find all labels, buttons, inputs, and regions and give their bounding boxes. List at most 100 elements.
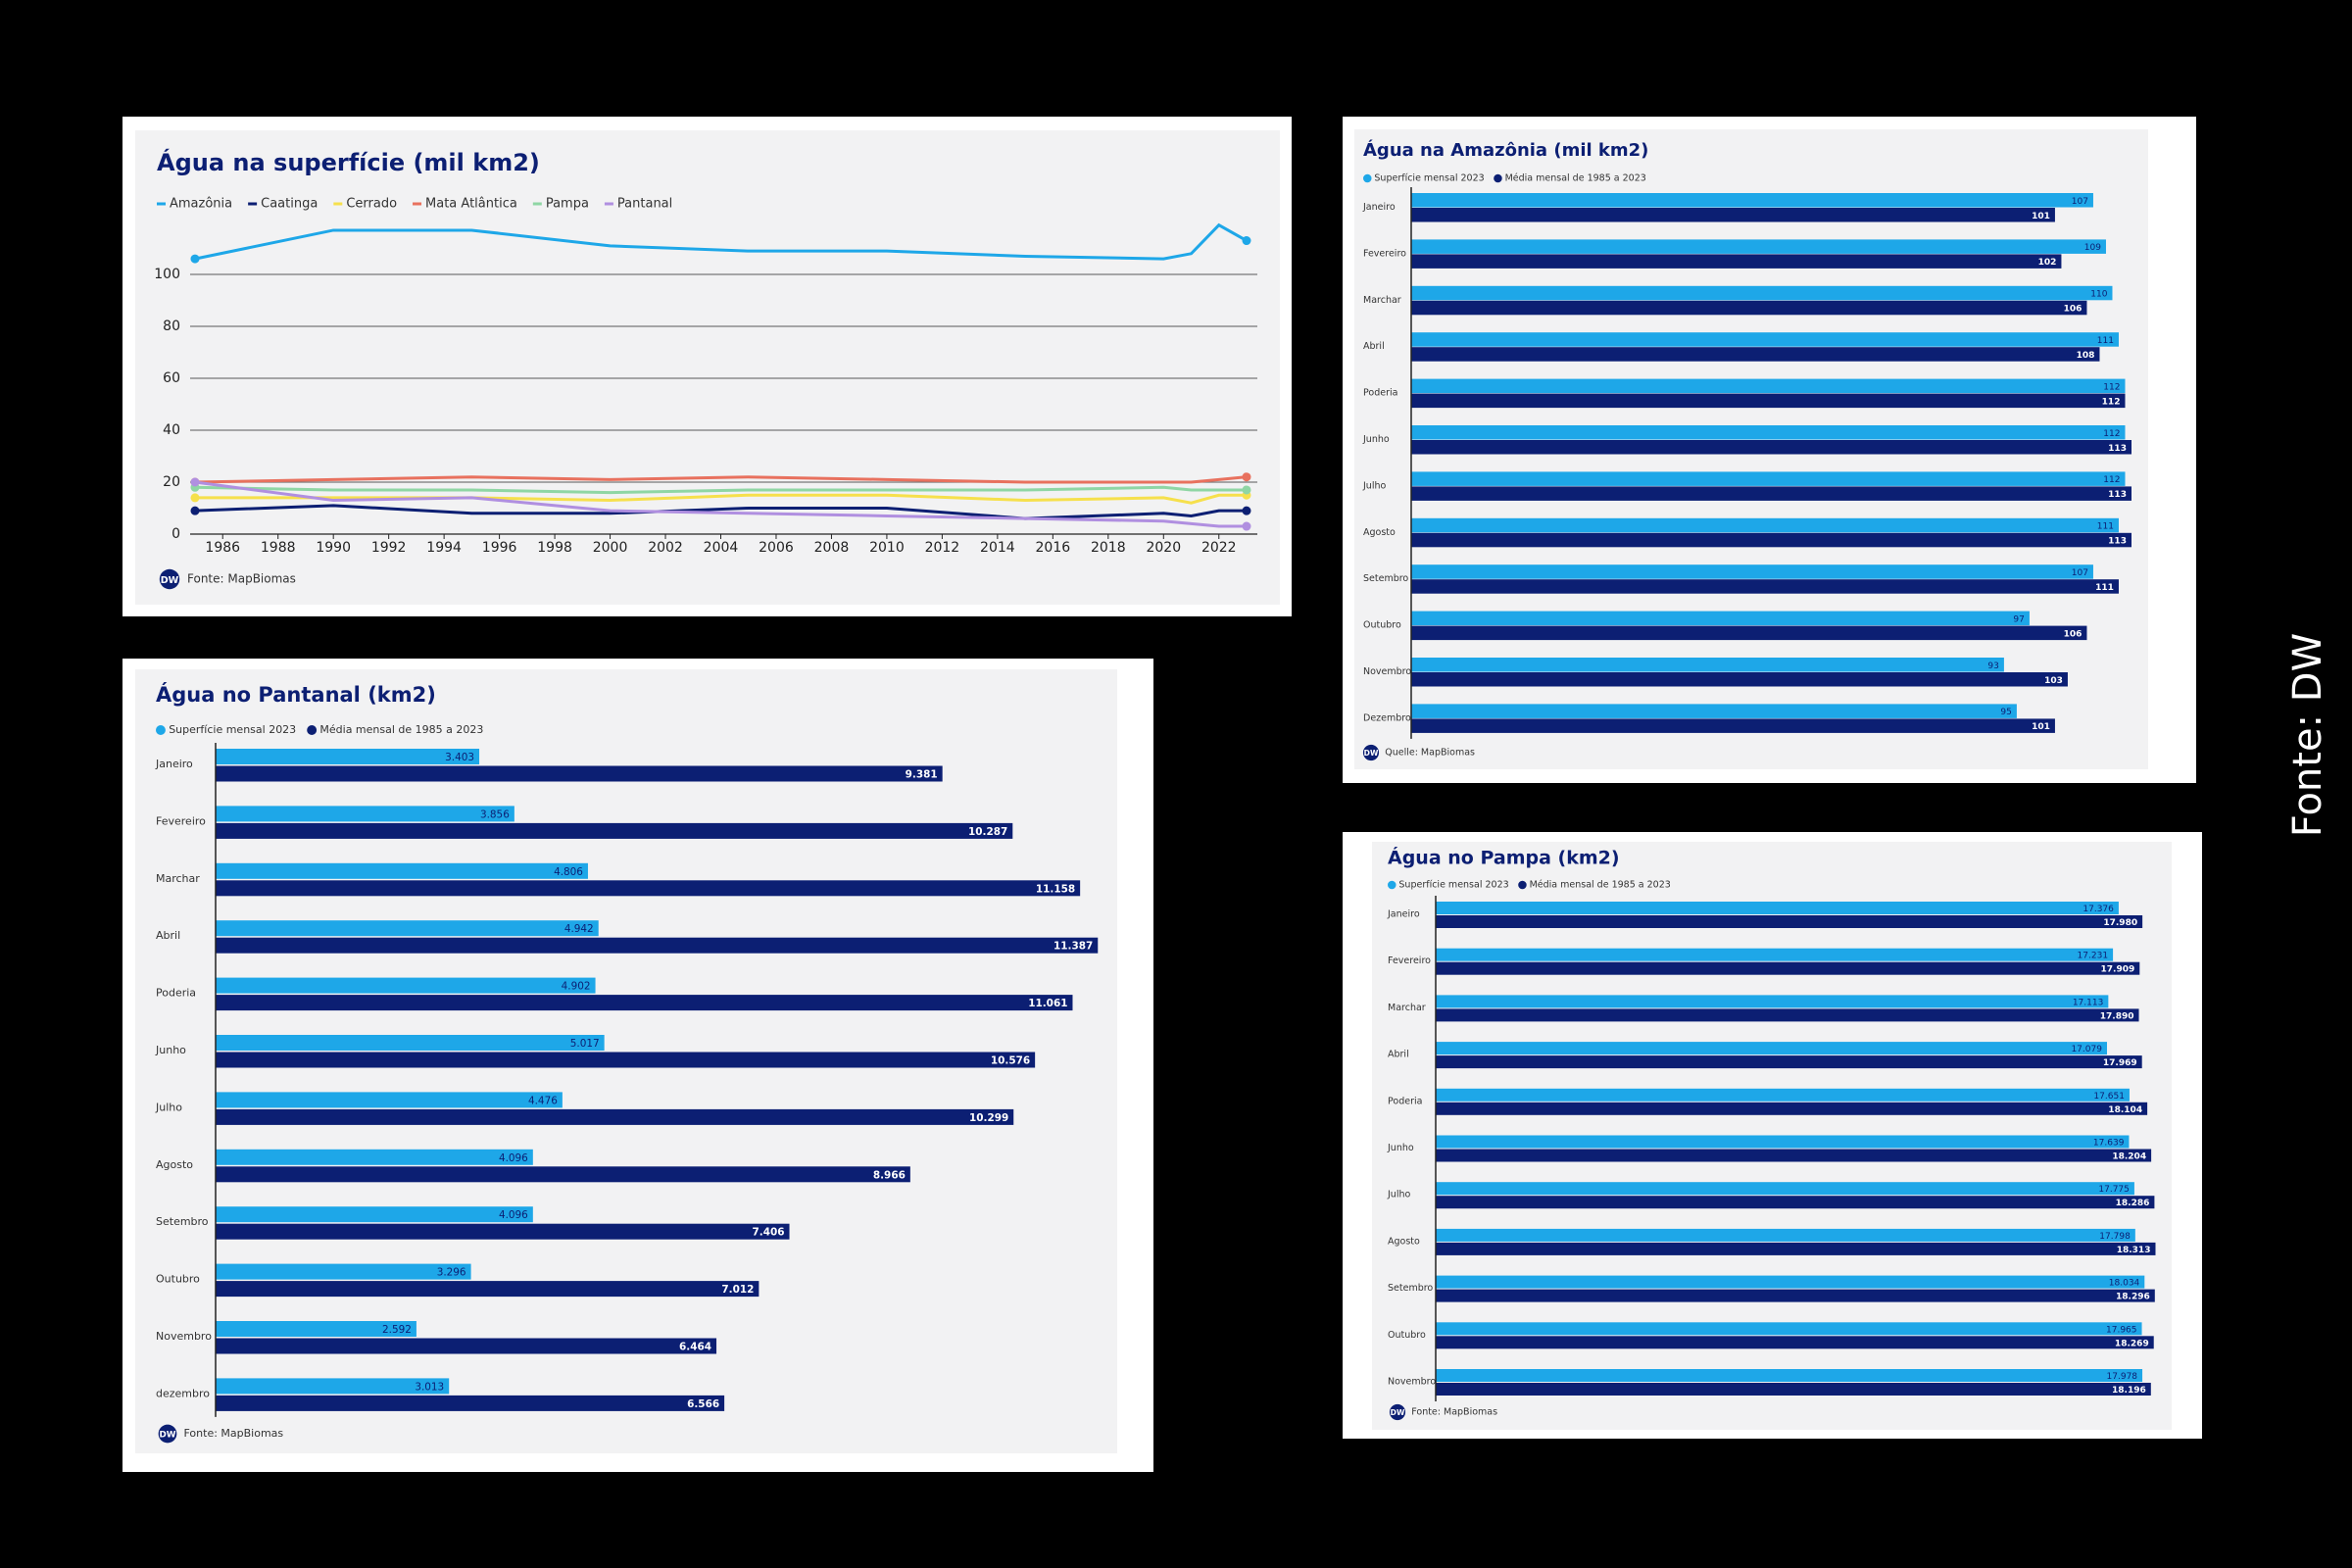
- bar: [216, 1223, 790, 1240]
- bar: [1411, 300, 2087, 316]
- legend-swatch: [1494, 173, 1502, 183]
- logo: DW: [1364, 749, 1379, 758]
- value-label: 17.798: [2099, 1232, 2131, 1242]
- category-label: Novembro: [1388, 1377, 1436, 1388]
- bar: [1436, 1135, 2130, 1149]
- chart-title: Água no Pampa (km2): [1388, 847, 1620, 869]
- x-tick-label: 1992: [371, 540, 407, 556]
- value-label: 17.909: [2100, 965, 2134, 975]
- x-tick-label: 2022: [1201, 540, 1237, 556]
- value-label: 7.406: [753, 1227, 785, 1239]
- y-tick-label: 0: [172, 526, 180, 542]
- bar: [1411, 486, 2132, 501]
- value-label: 102: [2038, 258, 2057, 268]
- x-tick-label: 2004: [704, 540, 739, 556]
- x-tick-label: 1986: [205, 540, 240, 556]
- value-label: 4.476: [528, 1095, 558, 1106]
- bar: [216, 1052, 1036, 1068]
- value-label: 106: [2064, 305, 2082, 315]
- bar: [216, 1281, 760, 1298]
- value-label: 4.902: [562, 981, 591, 993]
- legend-label: Amazônia: [170, 197, 232, 212]
- legend-label: Superfície mensal 2023: [169, 723, 296, 736]
- value-label: 11.387: [1054, 941, 1093, 953]
- bar: [1436, 1055, 2142, 1069]
- x-tick-label: 1996: [482, 540, 517, 556]
- value-label: 17.079: [2071, 1045, 2102, 1054]
- category-label: Novembro: [1363, 666, 1411, 677]
- bar: [1411, 517, 2119, 533]
- legend-label: Média mensal de 1985 a 2023: [319, 723, 483, 736]
- value-label: 4.096: [499, 1152, 528, 1164]
- value-label: 17.775: [2098, 1185, 2130, 1195]
- x-tick-label: 2012: [925, 540, 960, 556]
- legend-label: Média mensal de 1985 a 2023: [1530, 880, 1671, 891]
- category-label: Janeiro: [1362, 202, 1396, 213]
- logo: DW: [1391, 1408, 1405, 1417]
- value-label: 112: [2102, 397, 2121, 407]
- value-label: 107: [2072, 197, 2088, 207]
- bar: [216, 1166, 910, 1183]
- value-label: 109: [2084, 243, 2101, 253]
- value-label: 18.196: [2112, 1386, 2146, 1396]
- bar: [216, 749, 480, 764]
- x-tick-label: 2016: [1036, 540, 1071, 556]
- bar: [1436, 1102, 2148, 1115]
- category-label: Agosto: [156, 1158, 193, 1171]
- bar: [1411, 625, 2087, 641]
- legend-swatch: [1388, 880, 1396, 890]
- category-label: Setembro: [1363, 573, 1408, 584]
- category-label: Poderia: [1388, 1096, 1422, 1106]
- value-label: 18.286: [2116, 1199, 2150, 1208]
- end-point: [190, 254, 200, 264]
- x-tick-label: 2002: [648, 540, 683, 556]
- bar: [1411, 332, 2119, 347]
- source: Quelle: MapBiomas: [1385, 748, 1475, 759]
- value-label: 17.639: [2093, 1139, 2125, 1149]
- bar: [1436, 1149, 2152, 1162]
- bar: [216, 920, 599, 937]
- bar: [1411, 254, 2062, 269]
- legend-label: Caatinga: [261, 197, 318, 212]
- legend-swatch: [156, 725, 166, 735]
- category-label: Setembro: [1388, 1283, 1433, 1294]
- category-label: Setembro: [156, 1215, 209, 1228]
- category-label: Abril: [156, 929, 180, 942]
- value-label: 18.204: [2112, 1152, 2146, 1162]
- legend-swatch: [1518, 880, 1527, 890]
- value-label: 4.096: [499, 1209, 528, 1221]
- bar: [1411, 239, 2106, 254]
- line-series: [194, 485, 1247, 495]
- category-label: Abril: [1388, 1050, 1409, 1060]
- category-label: Marchar: [156, 872, 200, 885]
- bar: [1411, 718, 2055, 733]
- logo-badge: [158, 1424, 177, 1444]
- value-label: 10.299: [969, 1112, 1008, 1124]
- y-tick-label: 20: [163, 474, 180, 490]
- end-point: [1242, 472, 1251, 482]
- category-label: Julho: [155, 1101, 182, 1113]
- end-point: [1242, 506, 1251, 515]
- value-label: 93: [1987, 662, 1999, 671]
- x-tick-label: 2008: [814, 540, 850, 556]
- x-tick-label: 2000: [593, 540, 628, 556]
- bar: [1436, 948, 2114, 961]
- category-label: Junho: [1387, 1143, 1414, 1153]
- bar: [1436, 1289, 2155, 1302]
- bar: [1411, 672, 2068, 687]
- value-label: 6.566: [687, 1398, 719, 1410]
- value-label: 17.965: [2106, 1325, 2137, 1335]
- value-label: 3.403: [445, 752, 474, 763]
- category-label: Agosto: [1388, 1236, 1420, 1247]
- value-label: 111: [2097, 336, 2114, 346]
- bar: [1436, 1336, 2154, 1349]
- value-label: 3.856: [480, 808, 510, 820]
- bar: [1436, 1383, 2151, 1396]
- value-label: 113: [2108, 444, 2127, 454]
- bar: [1436, 1322, 2142, 1336]
- logo-badge: [159, 568, 180, 590]
- end-point: [190, 477, 200, 487]
- category-label: Outubro: [1388, 1330, 1426, 1341]
- category-label: Outubro: [1363, 620, 1401, 631]
